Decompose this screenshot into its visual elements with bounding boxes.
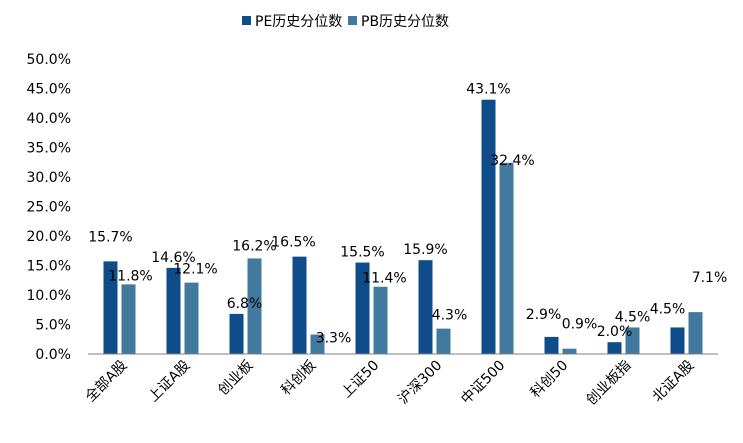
bar [544,336,559,354]
bar [184,282,199,354]
legend-label: PB历史分位数 [361,14,449,30]
data-label: 32.4% [490,153,534,169]
x-tick-label: 沪深300 [395,358,445,408]
data-label: 4.5% [650,301,686,317]
bar [166,267,181,354]
y-tick-label: 45.0% [27,82,71,98]
data-label: 0.9% [562,317,598,333]
y-tick-label: 0.0% [35,347,71,363]
bar [481,99,496,355]
x-tick-label: 科创50 [528,358,572,402]
data-label: 15.5% [340,245,384,261]
x-tick-label: 上证A股 [146,358,194,406]
data-labels: 15.7% 14.6% 6.8% 16.5% 15.5% 15.9% 43.1% 2.9% 2.… [88,82,727,347]
y-tick-label: 10.0% [27,288,71,304]
x-tick-label: 创业板 [215,358,256,399]
y-tick-label: 15.0% [27,259,71,275]
data-label: 16.2% [232,238,276,254]
x-tick-label: 科创板 [278,358,319,399]
data-label: 14.6% [151,250,195,266]
data-label: 16.5% [271,235,315,251]
data-label: 3.3% [316,331,352,347]
data-label: 7.1% [692,270,728,286]
data-label: 43.1% [466,82,510,98]
legend: PE历史分位数 PB历史分位数 [242,14,449,30]
y-tick-label: 25.0% [27,200,71,216]
legend-label: PE历史分位数 [255,14,342,30]
bar [562,348,577,354]
bar [355,262,370,354]
data-label: 11.4% [362,271,406,287]
y-tick-label: 20.0% [27,229,71,245]
x-axis: 全部A股 上证A股 创业板 科创板 上证50 沪深300 中证500 科创50 创业板指 北证A股 [82,353,718,409]
bar [418,260,433,354]
bars [103,99,703,355]
bar [121,284,136,354]
data-label: 2.9% [526,307,562,323]
y-tick-label: 50.0% [27,52,71,68]
bar [373,286,388,354]
legend-swatch [242,16,251,25]
data-label: 6.8% [227,296,263,312]
x-tick-label: 全部A股 [82,357,130,405]
data-label: 15.9% [403,242,447,258]
y-axis: 0.0% 5.0% 10.0% 15.0% 20.0% 25.0% 30.0% 35.0% 40… [27,52,71,363]
bar [436,328,451,354]
bar [103,261,118,354]
data-label: 2.0% [597,324,633,340]
data-label: 15.7% [88,229,132,245]
y-tick-label: 5.0% [35,318,71,334]
bar [310,334,325,354]
bar [499,162,514,354]
y-tick-label: 30.0% [27,170,71,186]
bar [688,312,703,354]
bar [670,327,685,354]
bar [607,342,622,354]
x-tick-label: 中证500 [458,358,508,408]
data-label: 12.1% [173,262,217,278]
bar [247,258,262,354]
y-tick-label: 40.0% [27,111,71,127]
bar [229,313,244,354]
data-label: 4.3% [432,308,468,324]
x-tick-label: 上证50 [339,358,383,402]
x-tick-label: 创业板指 [583,358,634,409]
y-tick-label: 35.0% [27,141,71,157]
data-label: 4.5% [615,309,651,325]
legend-swatch [348,16,357,25]
bar [292,256,307,354]
bar [625,327,640,354]
data-label: 11.8% [108,268,152,284]
x-tick-label: 北证A股 [650,358,698,406]
